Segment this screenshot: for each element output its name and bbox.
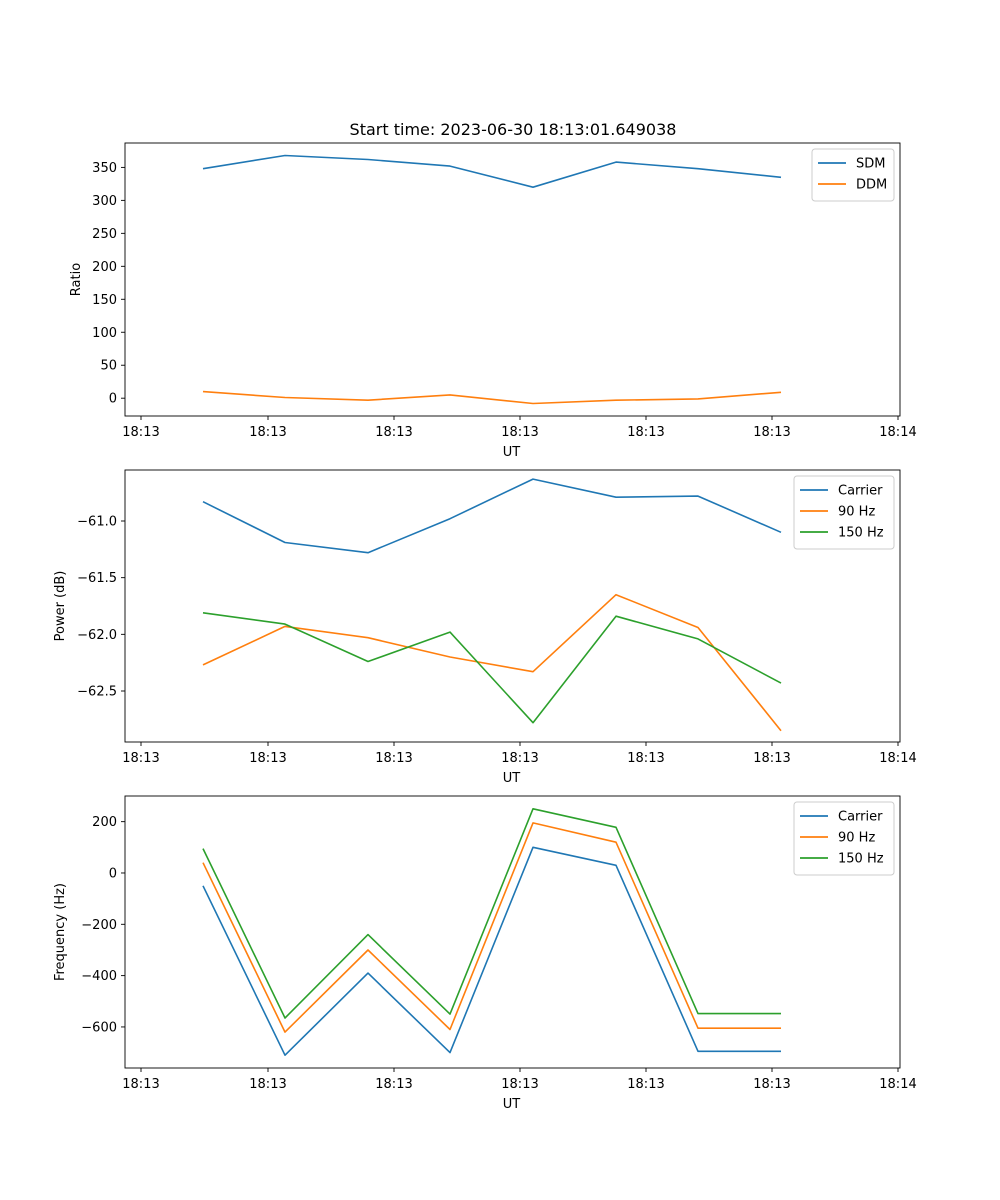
- legend-label: 90 Hz: [838, 831, 875, 846]
- y-tick-label: 0: [109, 866, 117, 881]
- x-tick-label: 18:14: [879, 1077, 916, 1092]
- x-tick-label: 18:13: [501, 1077, 538, 1092]
- axes-frame: [124, 795, 901, 1069]
- legend-label: 150 Hz: [838, 526, 884, 541]
- y-tick-label: −62.0: [77, 628, 117, 643]
- x-tick-label: 18:13: [627, 751, 664, 766]
- series-line-ddm: [202, 390, 782, 405]
- x-tick-label: 18:14: [879, 751, 916, 766]
- y-tick-label: 200: [92, 260, 117, 275]
- subplot-3: 18:13 18:13 18:13 18:13 18:13 18:13 18:14 −600 −…: [53, 795, 917, 1112]
- x-tick-label: 18:13: [122, 751, 159, 766]
- legend: SDM DDM: [811, 148, 895, 202]
- axes-frame: [124, 142, 901, 417]
- y-tick-label: 250: [92, 227, 117, 242]
- x-tick-label: 18:13: [753, 751, 790, 766]
- subplot-panels: 18:13 18:13 18:13 18:13 18:13 18:13 18:14 0 50 10…: [53, 142, 917, 1112]
- y-tick-label: 300: [92, 194, 117, 209]
- y-tick-label: −600: [81, 1020, 117, 1035]
- legend-label: DDM: [856, 178, 887, 193]
- subplot-2: 18:13 18:13 18:13 18:13 18:13 18:13 18:14 −62.5…: [53, 469, 917, 786]
- figure-title: Start time: 2023-06-30 18:13:01.649038: [350, 120, 677, 139]
- series-line-90-hz: [202, 822, 781, 1033]
- y-tick-label: 150: [92, 293, 117, 308]
- series-line-carrier: [202, 846, 781, 1056]
- x-tick-label: 18:13: [375, 1077, 412, 1092]
- y-tick-label: 100: [92, 326, 117, 341]
- legend-label: Carrier: [838, 810, 883, 825]
- x-tick-label: 18:13: [249, 425, 286, 440]
- legend: Carrier 90 Hz 150 Hz: [793, 801, 895, 876]
- x-tick-label: 18:13: [627, 1077, 664, 1092]
- y-tick-label: 350: [92, 161, 117, 176]
- x-axis-label: UT: [503, 445, 521, 460]
- axes-frame: [124, 469, 901, 743]
- legend-box: [793, 801, 895, 876]
- y-tick-label: −61.0: [77, 515, 117, 530]
- x-tick-label: 18:14: [879, 425, 916, 440]
- y-tick-label: −62.5: [77, 685, 117, 700]
- legend: Carrier 90 Hz 150 Hz: [793, 475, 895, 550]
- series-line-150-hz: [202, 807, 781, 1019]
- legend-box: [793, 475, 895, 550]
- x-tick-label: 18:13: [249, 1077, 286, 1092]
- y-tick-label: 200: [92, 815, 117, 830]
- y-axis-label: Ratio: [69, 263, 84, 296]
- y-tick-label: −61.5: [77, 571, 117, 586]
- x-tick-label: 18:13: [249, 751, 286, 766]
- x-tick-label: 18:13: [753, 1077, 790, 1092]
- y-axis-label: Frequency (Hz): [53, 883, 68, 981]
- legend-label: 90 Hz: [838, 505, 875, 520]
- subplot-1: 18:13 18:13 18:13 18:13 18:13 18:13 18:14 0 50 10…: [69, 142, 917, 460]
- x-tick-label: 18:13: [375, 751, 412, 766]
- y-tick-label: −400: [81, 969, 117, 984]
- legend-label: SDM: [856, 157, 885, 172]
- legend-label: 150 Hz: [838, 852, 884, 867]
- legend-box: [811, 148, 895, 202]
- x-tick-label: 18:13: [375, 425, 412, 440]
- series-line-sdm: [202, 154, 782, 188]
- x-tick-label: 18:13: [501, 751, 538, 766]
- x-tick-label: 18:13: [122, 425, 159, 440]
- y-tick-label: 0: [109, 392, 117, 407]
- series-line-150-hz: [202, 612, 782, 724]
- x-tick-label: 18:13: [627, 425, 664, 440]
- y-tick-label: 50: [100, 359, 117, 374]
- x-tick-label: 18:13: [501, 425, 538, 440]
- legend-label: Carrier: [838, 484, 883, 499]
- x-tick-label: 18:13: [753, 425, 790, 440]
- x-axis-label: UT: [503, 771, 521, 786]
- x-axis-label: UT: [503, 1097, 521, 1112]
- x-tick-label: 18:13: [122, 1077, 159, 1092]
- y-tick-label: −200: [81, 918, 117, 933]
- y-axis-label: Power (dB): [53, 571, 68, 642]
- series-line-carrier: [202, 478, 782, 554]
- series-line-90-hz: [202, 593, 782, 732]
